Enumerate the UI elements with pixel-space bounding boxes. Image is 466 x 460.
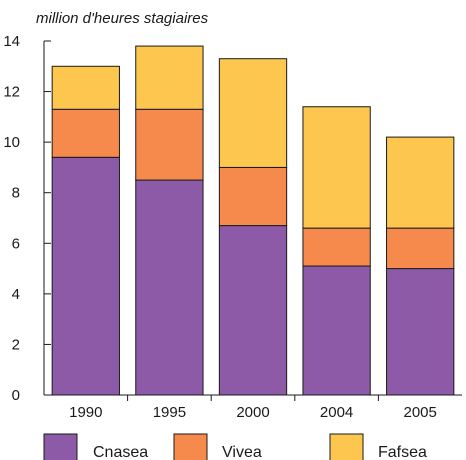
y-axis-unit-label: million d'heures stagiaires xyxy=(36,10,209,27)
legend-swatch-fafsea xyxy=(329,433,364,460)
y-tick-label: 14 xyxy=(3,33,20,50)
x-tick-label: 1990 xyxy=(69,404,102,421)
y-tick-label: 8 xyxy=(12,185,20,202)
x-tick-label: 2005 xyxy=(404,404,437,421)
y-tick-label: 2 xyxy=(12,336,20,353)
legend-label-vivea: Vivea xyxy=(222,444,262,460)
y-tick-label: 12 xyxy=(3,84,20,101)
bar-segment-vivea-1990 xyxy=(51,108,120,158)
y-tick-label: 4 xyxy=(12,286,20,303)
bar-segment-cnasea-2005 xyxy=(386,268,455,396)
bar-segment-fafsea-2000 xyxy=(218,58,288,168)
bar-segment-cnasea-1995 xyxy=(135,179,204,396)
x-tick-label: 2004 xyxy=(320,404,353,421)
legend-label-cnasea: Cnasea xyxy=(93,444,148,460)
x-tick-label: 1995 xyxy=(153,404,186,421)
bar-segment-vivea-2005 xyxy=(386,227,455,270)
x-tick-label: 2000 xyxy=(236,404,269,421)
bar-segment-fafsea-1995 xyxy=(135,45,204,110)
bar-segment-vivea-2000 xyxy=(218,166,288,227)
legend: Cnasea Vivea Fafsea xyxy=(43,433,427,460)
legend-swatch-cnasea xyxy=(43,433,78,460)
bar-segment-vivea-1995 xyxy=(135,108,204,181)
bar-segment-fafsea-2004 xyxy=(302,106,371,229)
y-tick-label: 6 xyxy=(12,235,20,252)
bar-segment-vivea-2004 xyxy=(302,227,371,267)
legend-swatch-vivea xyxy=(173,433,208,460)
y-tick-label: 10 xyxy=(3,134,20,151)
bar-segment-fafsea-1990 xyxy=(51,65,120,110)
axes-group: 0 2 4 6 8 10 12 14 1990 1995 2000 2004 2005 xyxy=(3,33,462,421)
bar-segment-cnasea-2000 xyxy=(218,225,288,396)
bars-group xyxy=(51,45,455,396)
bar-segment-fafsea-2005 xyxy=(386,136,455,229)
bar-segment-cnasea-1990 xyxy=(51,156,120,396)
legend-label-fafsea: Fafsea xyxy=(378,444,427,460)
bar-segment-cnasea-2004 xyxy=(302,265,371,396)
y-tick-label: 0 xyxy=(12,387,20,404)
